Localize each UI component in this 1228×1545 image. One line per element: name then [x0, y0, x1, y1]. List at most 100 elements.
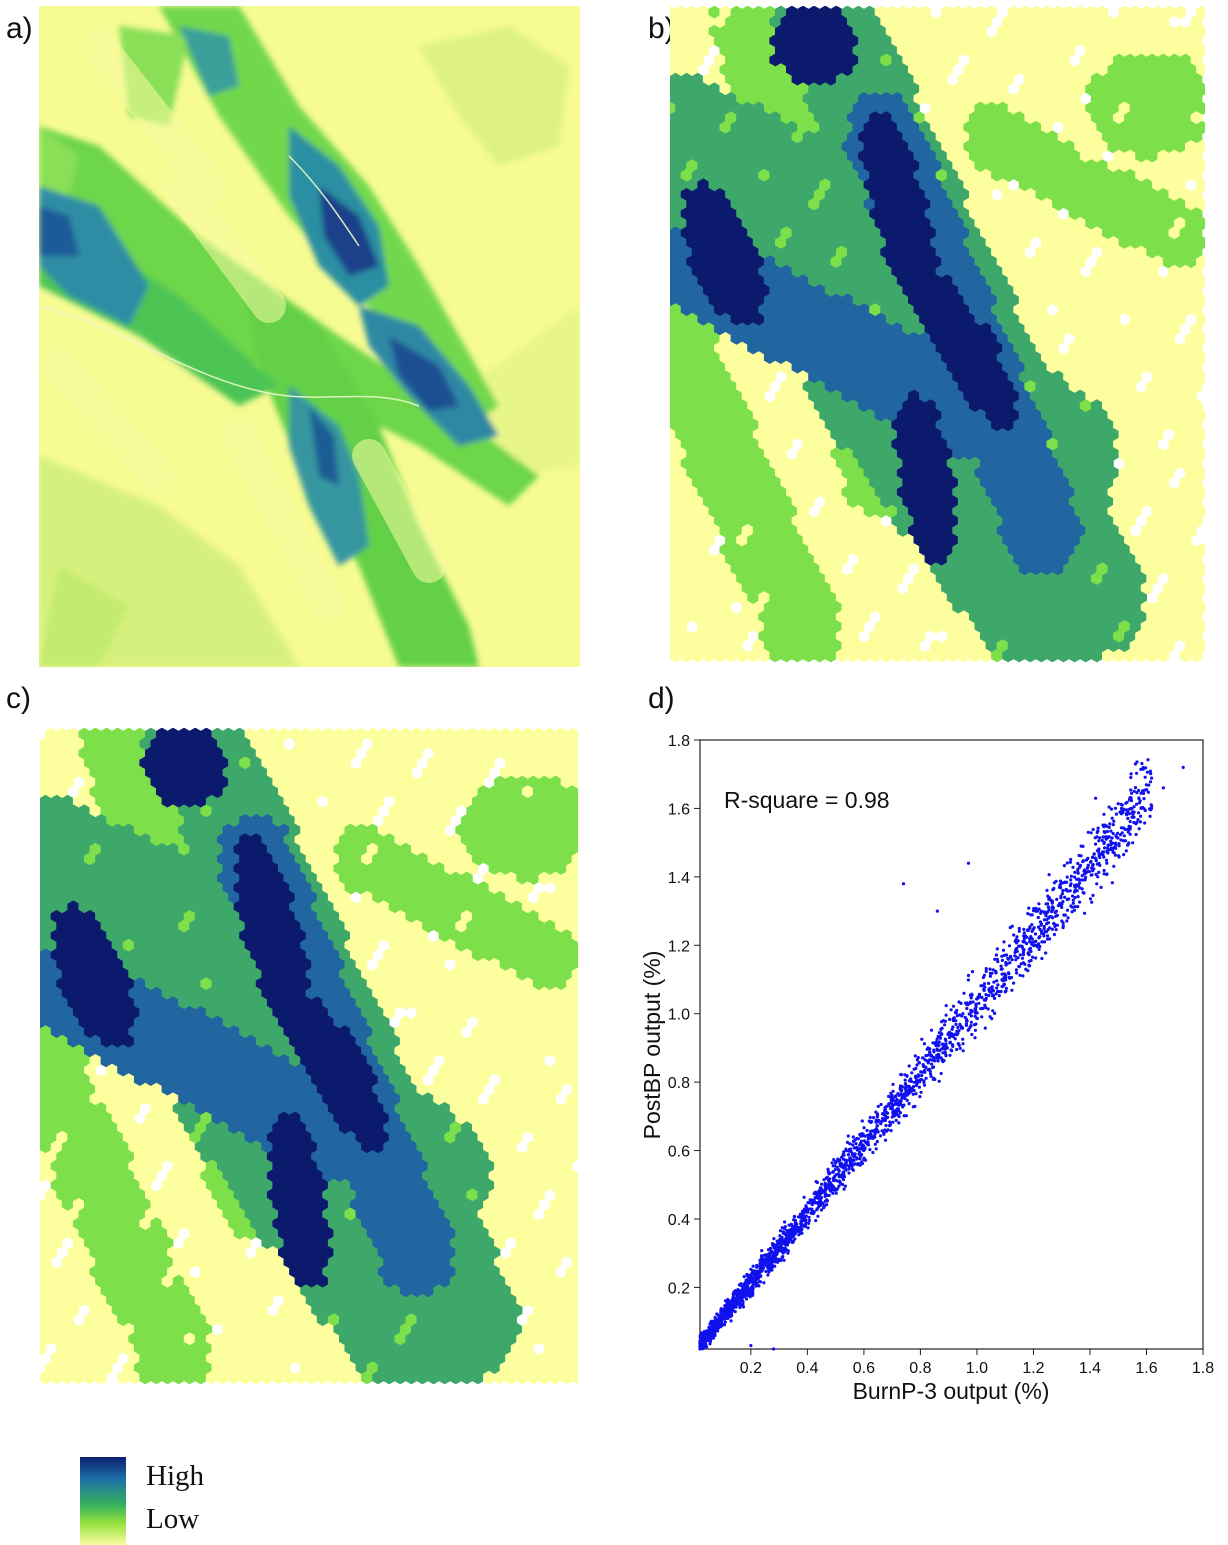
hex-cell	[930, 581, 942, 596]
hex-cell	[747, 168, 759, 183]
hex-cell	[819, 255, 832, 269]
hex-cell	[477, 958, 490, 972]
hex-cell	[427, 775, 440, 790]
hex-cell	[67, 823, 80, 838]
hex-cell	[433, 1015, 445, 1030]
hex-cell	[919, 351, 931, 365]
hex-cell	[449, 871, 462, 886]
hex-cell	[763, 312, 776, 327]
hex-cell	[730, 504, 743, 519]
hex-cell	[941, 44, 953, 58]
hex-cell	[891, 303, 904, 317]
hex-cell	[1140, 524, 1153, 538]
hex-cell	[985, 543, 998, 557]
hex-cell	[1074, 312, 1086, 327]
hex-cell	[730, 389, 743, 404]
hex-cell	[222, 785, 235, 799]
hex-cell	[67, 746, 80, 761]
hex-cell	[1151, 101, 1164, 116]
hex-cell	[394, 737, 407, 751]
hex-cell	[980, 552, 992, 567]
hex-cell	[874, 620, 887, 634]
hex-cell	[510, 766, 523, 780]
hex-cell	[344, 785, 357, 799]
hex-cell	[233, 1034, 246, 1049]
hex-cell	[747, 610, 759, 624]
hex-cell	[339, 986, 351, 1001]
hex-cell	[736, 495, 748, 509]
hex-cell	[835, 34, 848, 48]
hex-cell	[111, 728, 124, 742]
hex-cell	[1146, 418, 1159, 432]
hex-cell	[527, 929, 540, 943]
hex-cell	[852, 466, 865, 480]
hex-cell	[797, 562, 809, 576]
hex-cell	[957, 149, 970, 164]
hex-cell	[819, 581, 832, 596]
hex-cell	[505, 910, 517, 924]
hex-cell	[84, 1063, 96, 1078]
hex-cell	[40, 871, 52, 886]
hex-cell	[444, 900, 456, 914]
hex-cell	[472, 948, 484, 962]
hex-cell	[1085, 24, 1098, 39]
hex-cell	[991, 610, 1003, 624]
hex-cell	[1024, 591, 1037, 605]
hex-cell	[763, 159, 776, 173]
hex-cell	[538, 929, 551, 943]
hex-cell	[1157, 92, 1170, 106]
hex-cell	[941, 504, 953, 519]
hex-cell	[244, 958, 257, 972]
hex-cell	[521, 977, 534, 991]
hex-cell	[566, 785, 578, 799]
hex-cell	[444, 804, 456, 818]
hex-cell	[255, 804, 268, 818]
hex-cell	[946, 456, 959, 471]
hex-cell	[1052, 620, 1064, 634]
hex-cell	[786, 274, 798, 288]
hex-cell	[322, 977, 335, 991]
hex-cell	[145, 728, 157, 742]
hex-cell	[1162, 120, 1175, 135]
hex-cell	[239, 967, 251, 982]
hex-cell	[802, 130, 815, 144]
hex-cell	[880, 130, 892, 144]
hex-cell	[791, 495, 804, 509]
hex-cell	[366, 1073, 379, 1087]
hex-cell	[769, 149, 782, 164]
hex-cell	[355, 785, 368, 799]
hex-cell	[941, 408, 953, 423]
hex-cell	[344, 881, 357, 895]
hex-cell	[1113, 591, 1125, 605]
hex-cell	[802, 284, 815, 298]
hex-cell	[466, 785, 479, 799]
hex-cell	[89, 785, 102, 799]
hex-cell	[675, 332, 687, 346]
hex-cell	[974, 504, 987, 519]
hex-cell	[1196, 332, 1205, 346]
hex-cell	[847, 572, 859, 586]
hex-cell	[1018, 543, 1031, 557]
hex-cell	[422, 958, 434, 972]
hex-cell	[1174, 6, 1186, 20]
hex-cell	[510, 1054, 523, 1068]
hex-cell	[1057, 15, 1070, 29]
hex-cell	[670, 399, 682, 413]
hex-cell	[95, 986, 107, 1001]
hex-cell	[686, 312, 699, 327]
hex-cell	[1029, 581, 1042, 596]
hex-cell	[100, 823, 113, 838]
hex-cell	[289, 1034, 301, 1049]
hex-cell	[835, 495, 848, 509]
hex-cell	[222, 746, 235, 761]
hex-cell	[791, 303, 804, 317]
hex-cell	[466, 938, 479, 953]
hex-cell	[1041, 332, 1053, 346]
hex-cell	[1063, 82, 1075, 96]
hex-cell	[100, 766, 113, 780]
hex-cell	[813, 149, 826, 164]
hex-cell	[388, 728, 401, 742]
hex-cell	[913, 380, 926, 394]
hex-cell	[1052, 389, 1064, 404]
hex-cell	[946, 591, 959, 605]
